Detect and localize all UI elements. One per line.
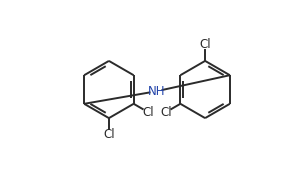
- Text: Cl: Cl: [160, 106, 172, 119]
- Text: Cl: Cl: [103, 128, 115, 142]
- Text: Cl: Cl: [199, 37, 211, 51]
- Text: Cl: Cl: [143, 106, 154, 119]
- Text: NH: NH: [148, 84, 166, 98]
